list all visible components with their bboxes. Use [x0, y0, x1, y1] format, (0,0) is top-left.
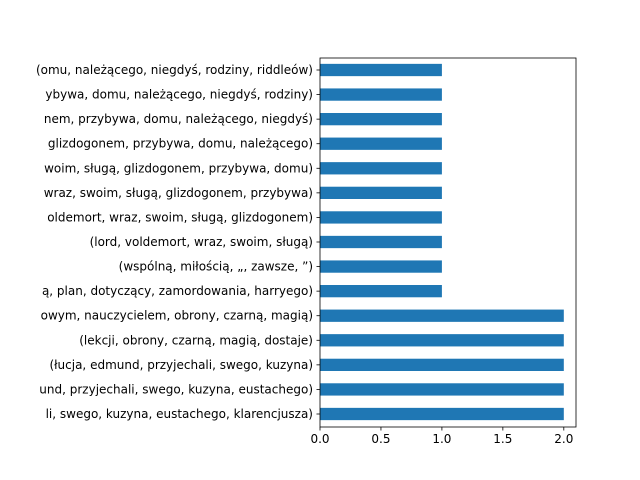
y-tick-label: woim, sługą, glizdogonem, przybywa, domu… [44, 161, 313, 175]
y-tick-label: und, przyjechali, swego, kuzyna, eustach… [39, 382, 313, 396]
y-tick-label: (lekcji, obrony, czarną, magią, dostaje) [79, 333, 313, 347]
x-tick-label: 1.5 [493, 432, 512, 446]
bar [320, 211, 442, 224]
bar [320, 63, 442, 77]
y-tick-label: ą, plan, dotyczący, zamordowania, harrye… [42, 284, 313, 298]
bar [320, 260, 442, 273]
y-axis-ticks: (omu, należącego, niegdyś, rodziny, ridd… [36, 63, 320, 421]
bar [320, 137, 442, 150]
bar [320, 235, 442, 249]
bar [320, 186, 442, 199]
x-tick-label: 0.0 [310, 432, 329, 446]
x-axis-ticks: 0.0 0.5 1.0 1.5 2.0 [310, 427, 573, 446]
bar [320, 309, 564, 322]
x-tick-label: 1.0 [432, 432, 451, 446]
bar [320, 285, 442, 298]
x-tick-label: 2.0 [554, 432, 573, 446]
x-tick-label: 0.5 [371, 432, 390, 446]
y-tick-label: ybywa, domu, należącego, niegdyś, rodzin… [45, 88, 313, 102]
bar [320, 113, 442, 126]
bar [320, 88, 442, 101]
y-tick-label: glizdogonem, przybywa, domu, należącego) [48, 137, 313, 151]
y-tick-label: (wspólną, miłością, „, zawsze, ”) [119, 260, 313, 274]
y-tick-label: oldemort, wraz, swoim, sługą, glizdogone… [47, 210, 313, 224]
bar [320, 334, 564, 347]
y-tick-label: owym, nauczycielem, obrony, czarną, magi… [41, 309, 313, 323]
y-tick-label: li, swego, kuzyna, eustachego, klarencju… [46, 407, 313, 421]
bar [320, 407, 564, 421]
y-tick-label: nem, przybywa, domu, należącego, niegdyś… [44, 112, 313, 126]
y-tick-label: (łucja, edmund, przyjechali, swego, kuzy… [49, 358, 313, 372]
bars-group [320, 63, 564, 421]
bar [320, 358, 564, 371]
bar [320, 162, 442, 175]
y-tick-label: wraz, swoim, sługą, glizdogonem, przybyw… [44, 186, 313, 200]
bar [320, 383, 564, 396]
plot-frame [319, 57, 577, 428]
y-tick-label: (lord, voldemort, wraz, swoim, sługą) [90, 235, 313, 249]
y-tick-label: (omu, należącego, niegdyś, rodziny, ridd… [36, 63, 313, 77]
